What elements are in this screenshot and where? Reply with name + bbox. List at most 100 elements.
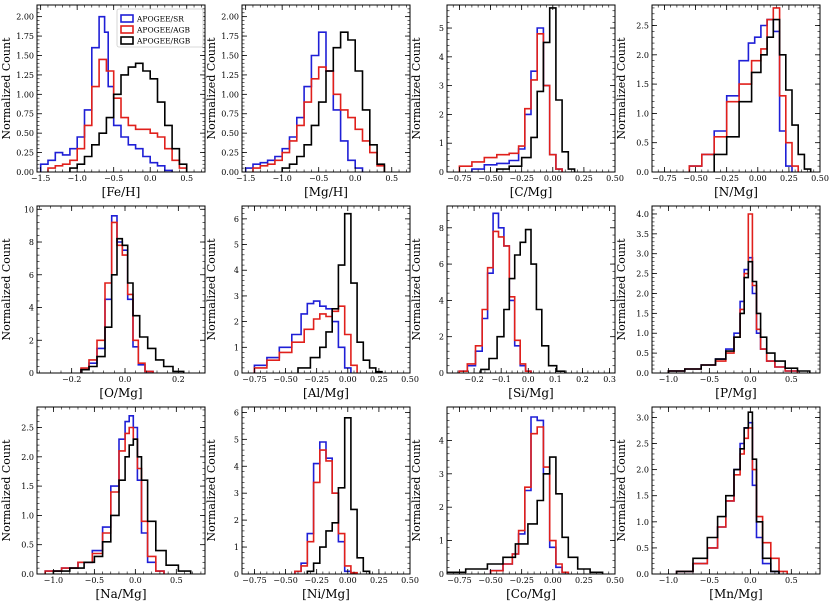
axes-frame [241,406,411,575]
x-tick-label: 0.5 [170,576,183,585]
y-tick-label: 0.0 [636,168,649,177]
series-line-apogee-agb [458,230,532,373]
legend-label: APOGEE/RGB [136,37,191,46]
x-axis-label: [Al/Mg] [303,386,349,400]
x-tick-label: 0.0 [119,375,132,384]
y-axis-label: Normalized Count [615,439,628,542]
legend-label: APOGEE/SR [136,15,184,24]
y-tick-label: 1.75 [16,32,34,41]
x-tick-label: 0.3 [603,375,616,384]
y-tick-label: 0.0 [636,369,649,378]
legend-swatch [120,25,134,34]
histogram-panel: −1.0 −0.5 0.0 0.5 0.0 0.5 1.0 1.5 2.0 2.5 3.0 3.5 4.… [615,205,821,400]
series-line-apogee-sr [39,15,173,172]
x-tick-label: 0.50 [811,174,829,183]
y-tick-label: 0 [439,570,444,579]
y-axis-label: Normalized Count [0,238,13,341]
x-tick-label: 0.25 [575,576,593,585]
histogram-panel: −1.0 −0.5 0.0 0.5 0.0 0.5 1.0 1.5 2.0 2.5 [Na/Mg] N… [0,406,206,601]
y-tick-label: 3 [234,489,239,498]
x-axis-label: [N/Mg] [714,185,758,199]
y-tick-label: 1.25 [221,71,239,80]
series-line-apogee-rgb [480,228,566,373]
y-tick-label: 3 [234,292,239,301]
y-axis-label: Normalized Count [410,238,423,341]
y-tick-label: 0 [29,369,34,378]
y-tick-label: 6 [234,408,239,417]
y-axis-label: Normalized Count [410,439,423,542]
y-tick-label: 4 [439,436,444,445]
axes-frame [241,205,411,374]
series-line-apogee-rgb [306,417,371,574]
legend-swatch [120,14,134,23]
x-tick-label: 0.5 [785,375,798,384]
y-axis-label: Normalized Count [205,37,218,140]
y-tick-label: 4.0 [636,210,649,219]
x-tick-label: 0.25 [780,174,798,183]
x-tick-label: 0.50 [401,576,419,585]
y-tick-label: 4 [234,462,239,471]
axes-frame [651,205,821,374]
x-tick-label: −0.75 [242,576,267,585]
x-tick-label: −0.75 [242,375,267,384]
x-tick-label: 0.5 [385,174,398,183]
x-axis-label: [Na/Mg] [95,587,146,601]
series-line-apogee-sr [80,215,154,373]
y-tick-label: 8 [29,238,34,247]
axes-frame [446,406,616,575]
y-tick-label: 0.75 [221,110,239,119]
x-tick-label: −0.75 [447,576,472,585]
x-tick-label: 0.00 [544,576,562,585]
y-tick-label: 3 [439,470,444,479]
x-tick-label: −0.25 [509,576,534,585]
x-tick-label: −1.0 [659,576,678,585]
series-line-apogee-sr [667,256,799,373]
axes-frame [36,406,206,575]
x-tick-label: 0.2 [576,375,589,384]
series-line-apogee-sr [675,421,780,574]
series-line-apogee-rgb [69,62,188,172]
y-axis-label: Normalized Count [0,37,13,140]
x-tick-label: −1.0 [67,174,86,183]
x-tick-label: −1.0 [272,174,291,183]
y-tick-label: 0.00 [221,168,239,177]
x-tick-label: −0.50 [478,576,503,585]
y-tick-label: 0.0 [21,570,34,579]
series-line-apogee-agb [252,66,386,172]
x-tick-label: 0.2 [172,375,185,384]
y-tick-label: 2.5 [636,270,649,279]
x-tick-label: 0.00 [339,576,357,585]
y-tick-label: 6 [439,260,444,269]
y-tick-label: 1 [439,139,444,148]
x-tick-label: −0.2 [62,375,81,384]
series-line-apogee-agb [489,426,570,574]
x-tick-label: 0.0 [522,375,535,384]
axes-frame [651,406,821,575]
series-line-apogee-rgb [496,7,576,172]
x-tick-label: −0.50 [478,174,503,183]
y-tick-label: 0 [234,570,239,579]
y-tick-label: 2.0 [636,466,649,475]
x-tick-label: 0.1 [549,375,562,384]
x-axis-label: [O/Mg] [99,386,142,400]
x-tick-label: 0.0 [129,576,142,585]
x-tick-label: −1.5 [31,174,50,183]
y-tick-label: 5 [234,241,239,250]
series-line-apogee-rgb [675,411,780,574]
series-line-apogee-rgb [667,260,811,373]
x-tick-label: 0.25 [370,576,388,585]
series-line-apogee-sr [294,441,352,574]
x-tick-label: 0.25 [575,174,593,183]
series-line-apogee-agb [80,221,154,373]
y-tick-label: 0.0 [636,570,649,579]
y-axis-label: Normalized Count [205,439,218,542]
y-tick-label: 2.00 [16,13,34,22]
x-tick-label: −0.5 [700,576,719,585]
series-line-apogee-rgb [52,438,192,574]
histogram-panel: −0.2 −0.1 0.0 0.1 0.2 0.3 0 2 4 6 8 [Si/Mg] Normaliz… [410,205,616,400]
histogram-panel: −0.75 −0.50 −0.25 0.00 0.25 0.50 0 1 2 3 4 5 6 [Ni/Mg… [205,406,419,601]
x-tick-label: −0.25 [714,174,739,183]
series-line-apogee-agb [253,305,358,373]
x-axis-label: [Mg/H] [304,185,348,199]
